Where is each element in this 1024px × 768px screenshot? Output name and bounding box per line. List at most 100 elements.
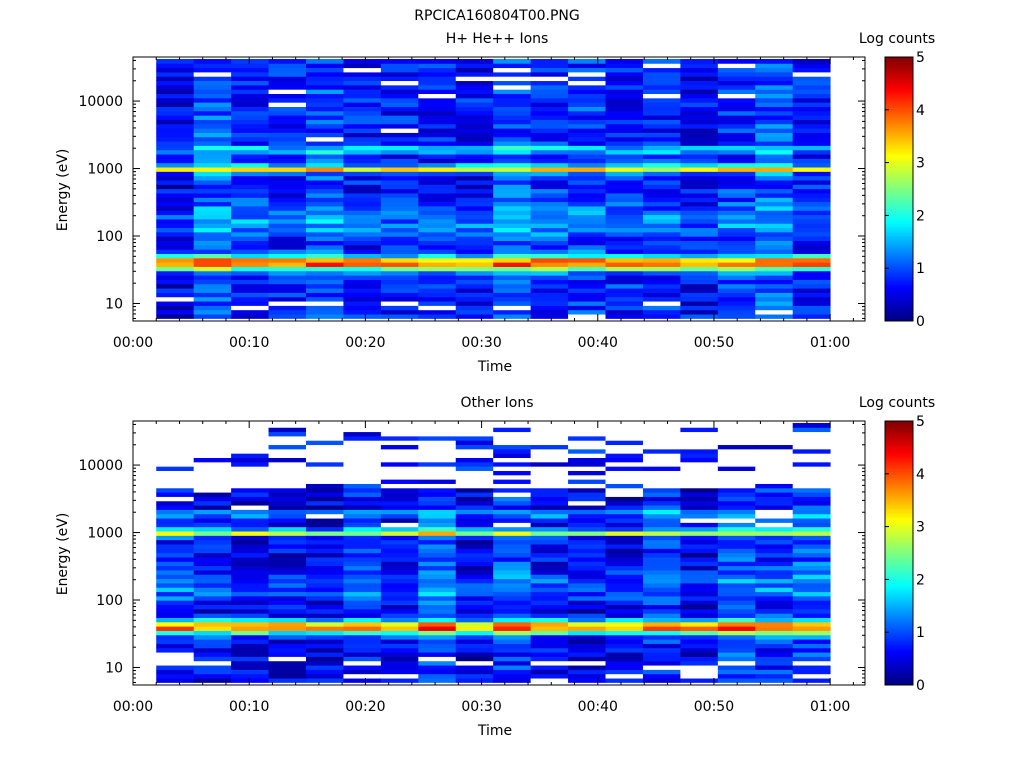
spectrogram-cell [680,665,719,670]
spectrogram-cell [792,634,831,640]
spectrogram-cell [231,505,269,510]
spectrogram-cell [792,557,831,562]
spectrogram-cell [530,314,569,319]
spectrogram-cell [193,184,232,190]
spectrogram-cell [268,617,307,623]
spectrogram-cell [642,231,681,237]
spectrogram-cell [605,257,644,263]
spectrogram-cell [156,292,195,298]
spectrogram-cell [343,162,382,168]
spectrogram-cell [605,236,644,242]
spectrogram-cell [418,621,457,627]
spectrogram-cell [343,522,382,528]
spectrogram-cell [156,535,195,541]
spectrogram-cell [493,227,532,233]
spectrogram-cell [493,292,532,298]
spectrogram-cell [605,244,644,250]
colorbar-segment [885,471,913,475]
spectrogram-cell [418,500,457,506]
spectrogram-cell [305,574,344,580]
spectrogram-cell [642,673,681,679]
spectrogram-cell [717,600,756,606]
spectrogram-cell [755,188,794,194]
spectrogram-cell [493,630,532,636]
spectrogram-cell [305,97,344,103]
spectrogram-cell [268,643,307,649]
colorbar-segment [885,546,913,550]
spectrogram-cell [455,626,494,631]
spectrogram-cell [493,427,532,433]
colorbar-segment [885,191,913,194]
spectrogram-cell [493,149,532,155]
spectrogram-cell [568,59,606,64]
spectrogram-cell [568,149,606,155]
spectrogram-cell [305,617,344,623]
spectrogram-cell [642,214,681,220]
colorbar-tick-label: 0 [916,678,925,694]
spectrogram-cell [530,578,569,584]
spectrogram-cell [380,613,419,618]
spectrogram-cell [792,487,831,493]
spectrogram-cell [680,244,719,250]
spectrogram-cell [343,80,382,86]
spectrogram-cell [193,236,232,242]
spectrogram-cell [605,180,644,185]
spectrogram-cell [680,461,719,467]
spectrogram-cell [680,231,719,237]
spectrogram-cell [642,522,681,528]
spectrogram-cell [193,210,232,216]
spectrogram-cell [156,288,195,293]
spectrogram-cell [455,487,494,493]
spectrogram-cell [792,231,831,237]
spectrogram-cell [418,461,457,467]
spectrogram-cell [755,505,794,510]
spectrogram-cell [343,106,382,112]
spectrogram-cell [268,97,307,103]
spectrogram-cell [493,591,532,597]
spectrogram-cell [717,500,756,506]
spectrogram-cell [568,448,606,454]
spectrogram-cell [380,128,419,133]
spectrogram-cell [717,180,756,185]
spectrogram-cell [455,423,494,428]
spectrogram-cell [568,496,606,502]
spectrogram-cell [493,496,532,502]
spectrogram-cell [568,141,606,146]
spectrogram-cell [605,262,644,267]
colorbar-segment [885,515,913,519]
spectrogram-cell [268,639,307,644]
spectrogram-cell [231,660,269,666]
spectrogram-cell [792,119,831,125]
spectrogram-cell [755,652,794,657]
spectrogram-cell [231,309,269,315]
spectrogram-cell [642,249,681,254]
spectrogram-cell [455,180,494,185]
spectrogram-cell [792,448,831,454]
colorbar-segment [885,312,913,315]
spectrogram-cell [530,479,569,484]
spectrogram-cell [642,193,681,198]
spectrogram-cell [193,587,232,593]
spectrogram-cell [717,279,756,285]
spectrogram-cell [343,427,382,433]
spectrogram-cell [156,283,195,289]
spectrogram-cell [755,244,794,250]
spectrogram-cell [343,617,382,623]
colorbar-segment [885,506,913,510]
spectrogram-cell [717,544,756,549]
spectrogram-cell [493,453,532,459]
spectrogram-cell [418,141,457,146]
spectrogram-cell [231,565,269,571]
spectrogram-cell [755,145,794,151]
spectrogram-cell [755,552,794,558]
spectrogram-cell [193,600,232,606]
spectrogram-cell [755,76,794,82]
spectrogram-cell [193,188,232,194]
spectrogram-cell [792,665,831,670]
spectrogram-cell [231,244,269,250]
spectrogram-cell [568,440,606,446]
spectrogram-cell [568,119,606,125]
spectrogram-cell [343,184,382,190]
spectrogram-cell [268,583,307,588]
spectrogram-cell [680,279,719,285]
